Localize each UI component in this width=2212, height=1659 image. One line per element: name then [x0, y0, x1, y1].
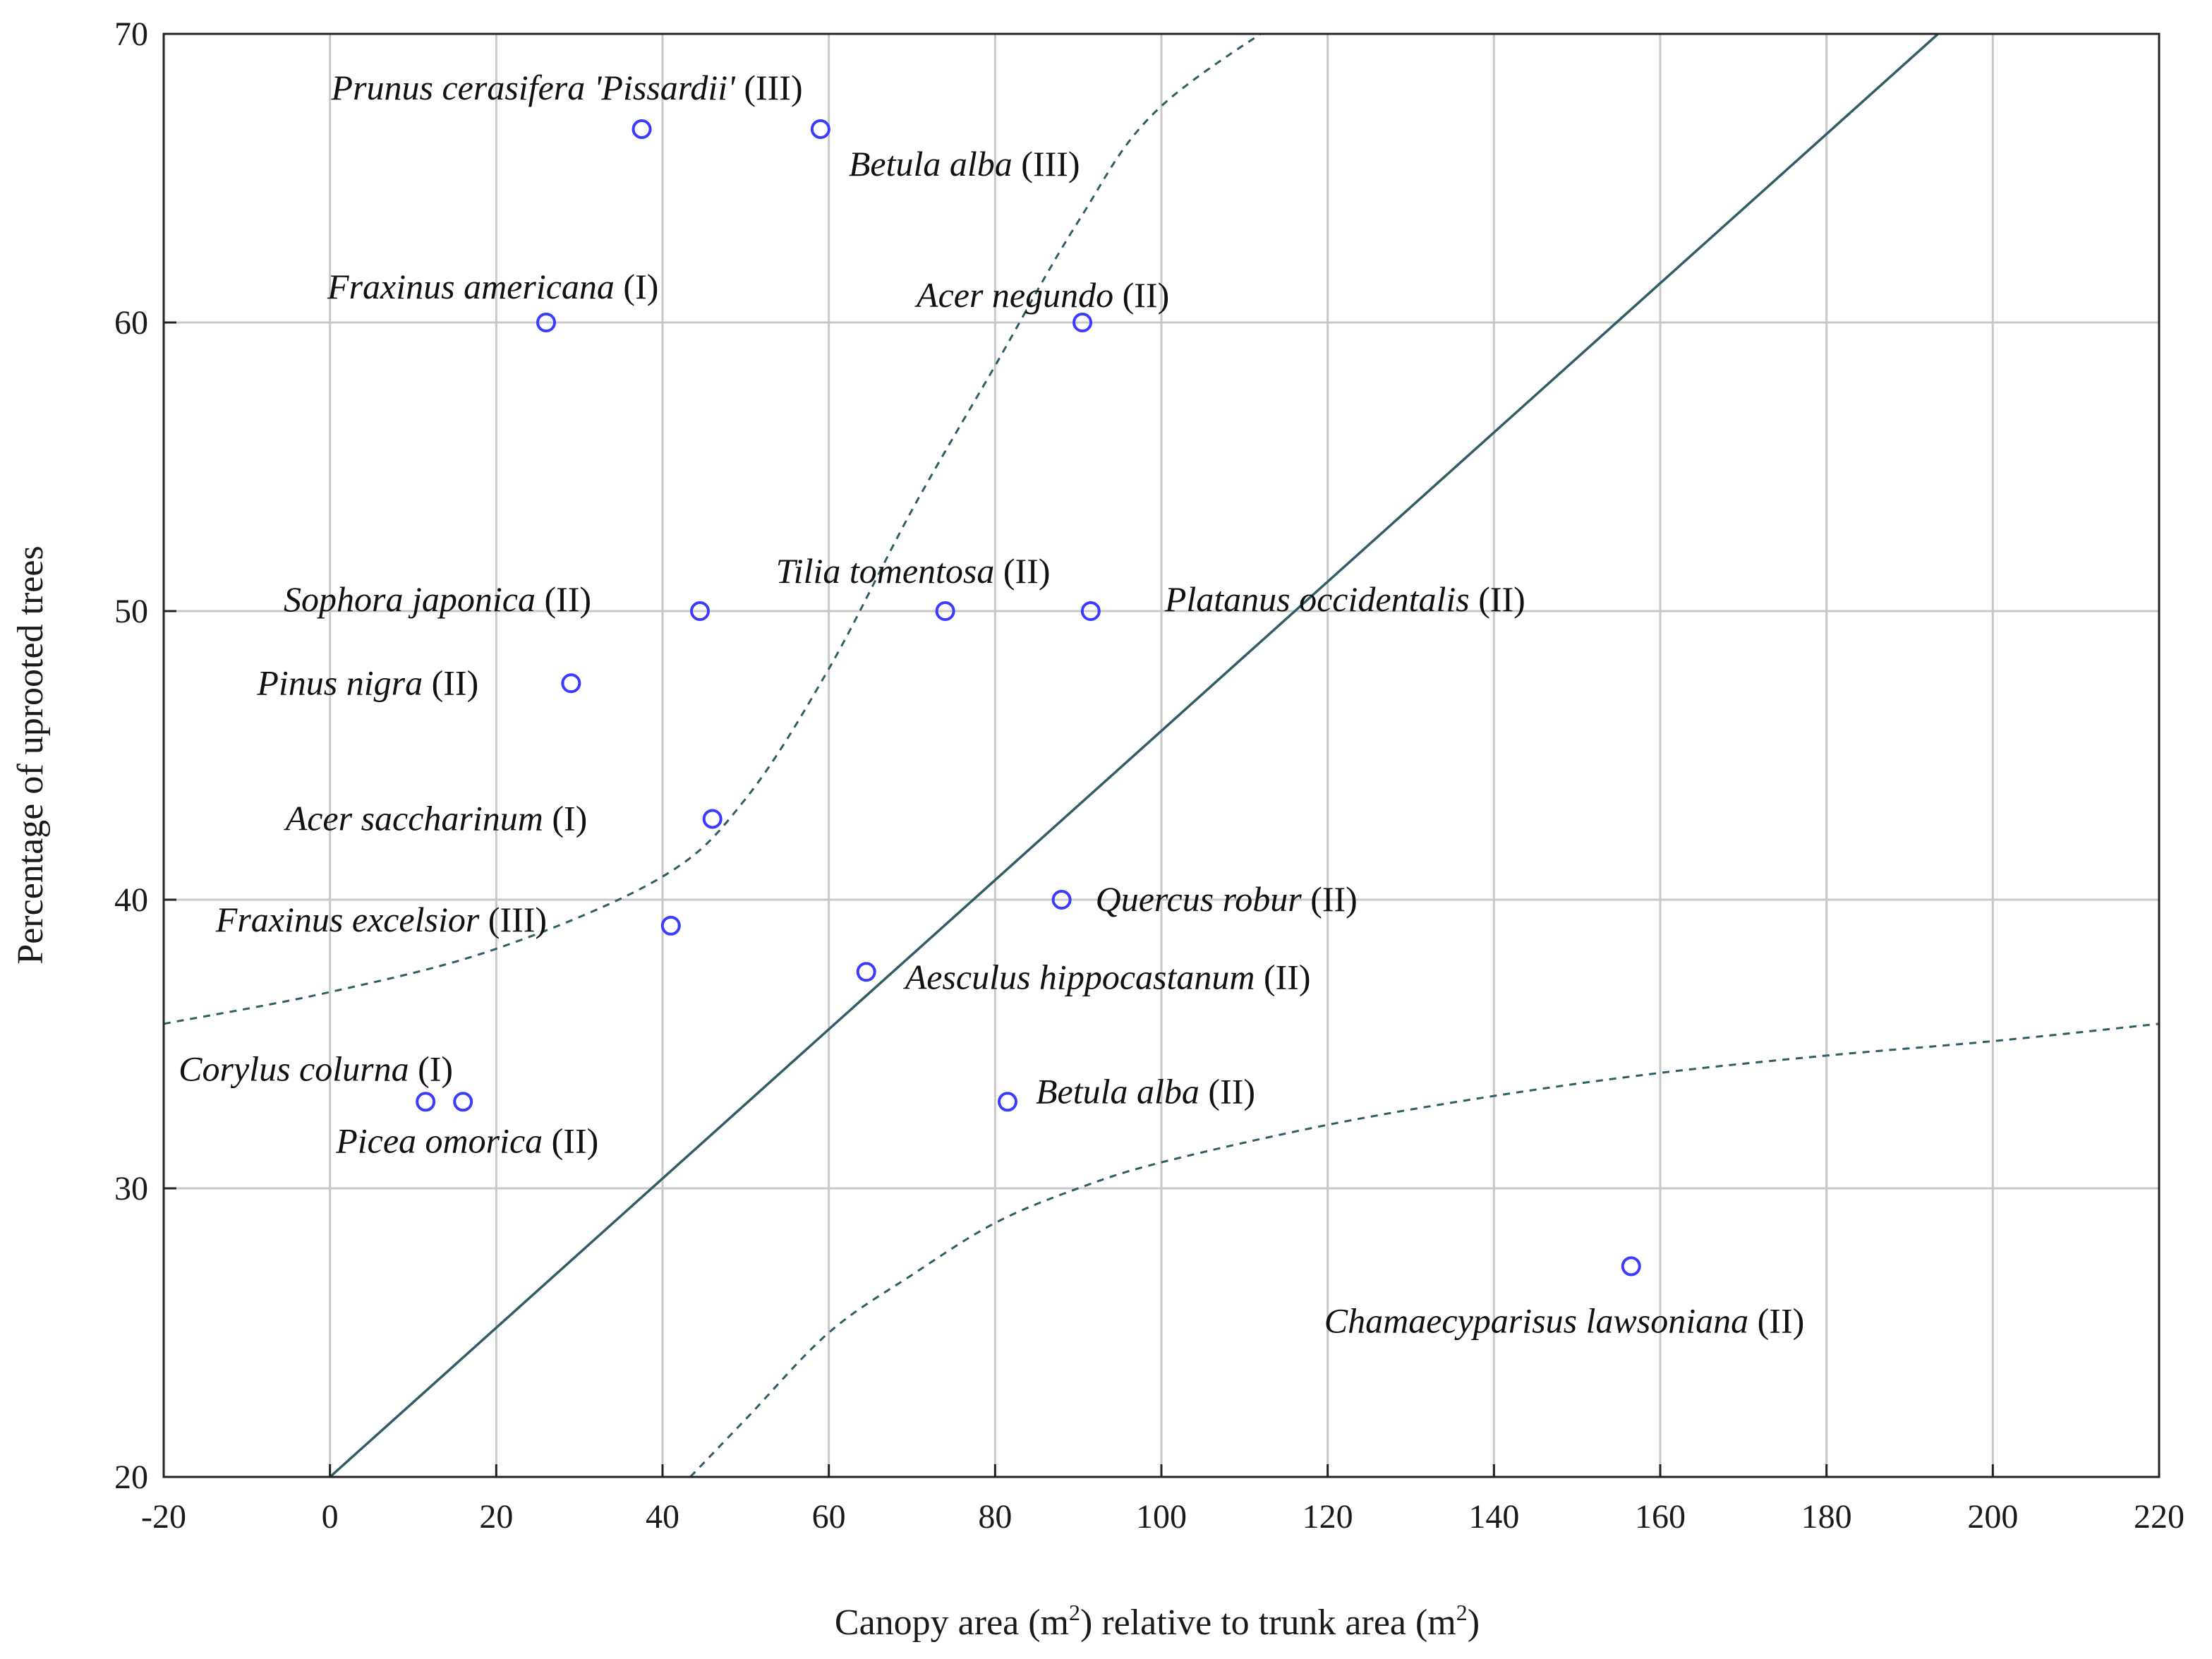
- data-point: [416, 1092, 436, 1112]
- fit-line-layer: [329, 34, 1940, 1477]
- species-name: Tilia tomentosa: [776, 551, 995, 591]
- point-label: Corylus colurna (I): [179, 1049, 453, 1088]
- group-label: (II): [543, 1121, 598, 1160]
- data-point: [702, 809, 723, 829]
- x-tick-label: 40: [646, 1498, 679, 1536]
- x-tick-label: 140: [1468, 1498, 1519, 1536]
- y-tick-label: 70: [114, 16, 148, 53]
- data-point: [561, 673, 581, 694]
- group-label: (II): [536, 579, 591, 619]
- x-tick-label: 0: [322, 1498, 339, 1536]
- data-point: [856, 962, 876, 982]
- x-tick-label: 80: [978, 1498, 1012, 1536]
- data-point: [536, 313, 557, 332]
- species-name: Betula alba: [1036, 1071, 1199, 1111]
- x-tick-label: 180: [1801, 1498, 1852, 1536]
- species-name: Prunus cerasifera 'Pissardii': [331, 68, 737, 107]
- y-tick-label: 30: [114, 1170, 148, 1207]
- species-name: Acer negundo: [914, 275, 1113, 315]
- data-points: [416, 119, 1641, 1277]
- group-label: (II): [994, 551, 1050, 591]
- data-point: [1621, 1256, 1641, 1277]
- x-tick-label: 200: [1967, 1498, 2018, 1536]
- confidence-band-upper: [164, 34, 1263, 1025]
- group-label: (III): [479, 900, 547, 939]
- point-label: Acer saccharinum (I): [284, 798, 588, 838]
- y-tick-label: 50: [114, 593, 148, 630]
- point-label: Picea omorica (II): [335, 1121, 598, 1160]
- species-name: Picea omorica: [335, 1121, 543, 1160]
- data-point: [631, 119, 652, 139]
- data-point: [1072, 313, 1093, 332]
- species-name: Platanus occidentalis: [1164, 579, 1470, 619]
- data-point: [690, 601, 711, 621]
- species-name: Sophora japonica: [284, 579, 536, 619]
- group-label: (II): [1199, 1071, 1255, 1111]
- group-label: (III): [735, 68, 803, 107]
- x-tick-label: 160: [1635, 1498, 1686, 1536]
- point-label: Pinus nigra (II): [256, 663, 478, 702]
- group-label: (II): [1113, 275, 1169, 315]
- x-tick-label: 100: [1136, 1498, 1187, 1536]
- point-label: Tilia tomentosa (II): [776, 551, 1051, 591]
- point-label: Chamaecyparisus lawsoniana (II): [1324, 1301, 1805, 1340]
- x-tick-label: 60: [812, 1498, 846, 1536]
- point-label: Betula alba (II): [1036, 1071, 1255, 1111]
- x-axis-title: Canopy area (m2) relative to trunk area …: [835, 1600, 1480, 1643]
- data-point: [660, 915, 681, 936]
- x-tick-label: 120: [1303, 1498, 1353, 1536]
- regression-line: [329, 34, 1940, 1477]
- x-tick-label: -20: [141, 1498, 186, 1536]
- x-tick-label: 220: [2134, 1498, 2184, 1536]
- point-label: Sophora japonica (II): [284, 579, 591, 619]
- species-name: Fraxinus excelsior: [215, 900, 480, 939]
- group-label: (I): [409, 1049, 453, 1088]
- point-label: Quercus robur (II): [1096, 879, 1358, 919]
- data-point: [998, 1092, 1018, 1112]
- species-name: Quercus robur: [1096, 879, 1303, 919]
- y-tick-label: 40: [114, 881, 148, 919]
- point-label: Platanus occidentalis (II): [1164, 579, 1525, 619]
- group-label: (II): [423, 663, 478, 702]
- point-label: Fraxinus americana (I): [327, 267, 658, 306]
- species-name: Chamaecyparisus lawsoniana: [1324, 1301, 1748, 1340]
- group-label: (II): [1302, 879, 1358, 919]
- confidence-band-layer: [164, 34, 2159, 1477]
- data-point: [810, 119, 830, 139]
- data-point: [453, 1092, 473, 1112]
- species-name: Betula alba: [849, 144, 1013, 183]
- point-label: Aesculus hippocastanum (II): [903, 957, 1311, 996]
- group-label: (II): [1255, 957, 1310, 996]
- species-name: Acer saccharinum: [284, 798, 543, 838]
- point-label: Betula alba (III): [849, 144, 1080, 183]
- group-label: (III): [1013, 144, 1080, 183]
- x-tick-label: 20: [479, 1498, 513, 1536]
- group-label: (I): [543, 798, 587, 838]
- species-name: Aesculus hippocastanum: [903, 957, 1255, 996]
- y-tick-label: 60: [114, 304, 148, 342]
- grid-layer: [162, 32, 2160, 1478]
- x-tick-labels: -20 0 20 40 60 80 100 120 140 160 180 200 220: [141, 1464, 2184, 1536]
- group-label: (I): [615, 267, 658, 306]
- data-point: [935, 601, 955, 621]
- confidence-band-lower: [689, 1022, 2159, 1477]
- species-name: Corylus colurna: [179, 1049, 409, 1088]
- species-name: Fraxinus americana: [327, 267, 615, 306]
- y-tick-label: 20: [114, 1459, 148, 1496]
- point-label: Acer negundo (II): [914, 275, 1169, 315]
- point-label: Prunus cerasifera 'Pissardii' (III): [331, 68, 803, 107]
- point-labels: Prunus cerasifera 'Pissardii' (III)Betul…: [179, 68, 1804, 1340]
- data-point: [1080, 601, 1101, 621]
- species-name: Pinus nigra: [256, 663, 423, 702]
- point-label: Fraxinus excelsior (III): [215, 900, 547, 939]
- data-point: [1051, 890, 1072, 910]
- group-label: (II): [1470, 579, 1525, 619]
- group-label: (II): [1748, 1301, 1804, 1340]
- y-tick-labels: 20 30 40 50 60 70: [114, 16, 176, 1496]
- y-axis-title: Percentage of uprooted trees: [11, 545, 51, 964]
